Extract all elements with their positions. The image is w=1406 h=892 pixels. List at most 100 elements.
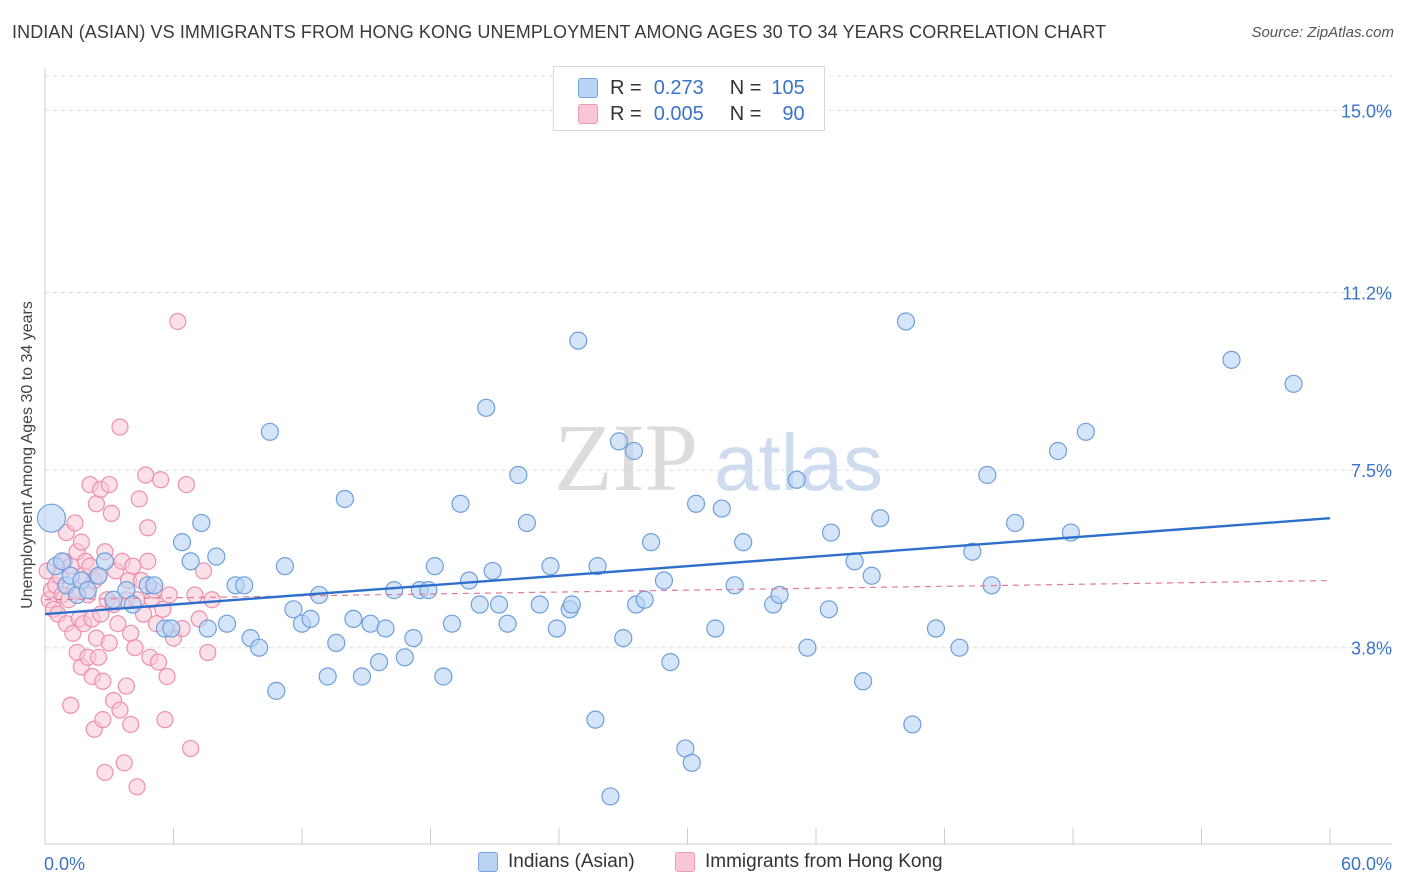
data-point-indians: [903, 715, 922, 734]
data-point-indians: [78, 581, 97, 600]
data-point-hongkong: [111, 418, 129, 436]
y-tick-label: 15.0%: [1341, 101, 1392, 121]
y-tick-label: 7.5%: [1351, 461, 1392, 481]
data-point-indians: [267, 681, 286, 700]
data-point-hongkong: [72, 533, 91, 551]
legend-row-indians: R = 0.273 N = 105: [578, 75, 805, 101]
bottom-legend-swatch-pink: [675, 852, 695, 872]
bottom-legend-swatch-blue: [478, 852, 498, 872]
data-point-indians: [275, 557, 294, 576]
legend-r-value: 0.005: [653, 102, 704, 125]
data-point-indians: [344, 609, 363, 629]
bottom-legend-indians: Indians (Asian): [478, 851, 635, 873]
data-point-indians: [541, 557, 560, 576]
legend-row-hongkong: R = 0.005 N = 90: [578, 101, 805, 127]
legend-n-value: 90: [782, 102, 805, 125]
bottom-legend-label: Indians (Asian): [508, 851, 635, 872]
data-point-hongkong: [182, 739, 200, 758]
data-point-indians: [260, 422, 279, 441]
data-point-indians: [442, 614, 462, 633]
data-point-hongkong: [158, 667, 176, 686]
watermark-atlas: atlas: [714, 418, 883, 507]
data-point-indians: [682, 753, 701, 772]
data-point-indians: [207, 547, 226, 566]
data-point-hongkong: [122, 715, 140, 734]
data-point-indians: [712, 499, 731, 518]
data-point-hongkong: [177, 475, 195, 494]
data-point-indians: [327, 633, 346, 652]
data-point-indians: [624, 441, 644, 461]
data-point-indians: [1076, 422, 1095, 441]
data-point-indians: [335, 489, 354, 509]
data-point-indians: [192, 513, 211, 533]
axis-layer: [44, 68, 1392, 845]
data-point-hongkong: [199, 643, 217, 662]
data-point-indians: [235, 576, 254, 595]
data-point-hongkong: [96, 763, 114, 782]
data-point-indians: [871, 509, 890, 528]
data-point-hongkong: [126, 639, 144, 657]
data-point-indians: [1222, 350, 1241, 369]
trend-lines: [44, 516, 1331, 616]
data-point-indians: [601, 787, 620, 806]
data-point-hongkong: [66, 514, 84, 532]
data-point-indians: [661, 652, 680, 672]
trendline-hongkong: [44, 579, 1331, 601]
tick-labels: 3.8% 7.5% 11.2% 15.0% 0.0% 60.0%: [44, 101, 1392, 874]
data-point-indians: [787, 470, 806, 489]
y-axis-label: Unemployment Among Ages 30 to 34 years: [19, 301, 36, 609]
trendline-indians: [44, 516, 1331, 616]
data-point-indians: [614, 629, 633, 648]
x-tick-label-min: 0.0%: [44, 854, 85, 874]
data-point-indians: [376, 619, 395, 638]
legend-swatch-blue: [578, 78, 598, 98]
data-point-hongkong: [62, 696, 80, 714]
source-label: Source: ZipAtlas.com: [1251, 24, 1394, 41]
data-point-indians: [950, 638, 969, 657]
series-hongkong-points: [38, 312, 221, 796]
legend-n-label: N =: [729, 102, 762, 125]
legend-r-value: 0.273: [653, 76, 704, 99]
data-point-indians: [145, 576, 164, 595]
data-point-hongkong: [111, 701, 129, 719]
y-tick-label: 11.2%: [1342, 284, 1392, 304]
data-point-indians: [845, 552, 864, 571]
data-point-hongkong: [122, 624, 140, 642]
data-point-hongkong: [139, 519, 157, 537]
data-point-indians: [588, 557, 607, 576]
data-point-indians: [562, 595, 581, 614]
data-point-hongkong: [115, 754, 133, 772]
data-point-indians: [250, 638, 269, 657]
data-point-indians: [641, 533, 661, 552]
legend-r-label: R =: [610, 76, 642, 99]
data-point-indians: [896, 312, 916, 331]
chart-title: INDIAN (ASIAN) VS IMMIGRANTS FROM HONG K…: [12, 22, 1107, 42]
data-point-indians: [517, 513, 536, 533]
data-point-hongkong: [89, 648, 108, 666]
y-tick-label: 3.8%: [1351, 639, 1392, 659]
data-point-indians: [498, 614, 517, 633]
data-point-hongkong: [124, 557, 142, 575]
data-point-indians: [1048, 441, 1068, 461]
data-point-hongkong: [128, 778, 146, 796]
data-point-indians: [569, 331, 588, 350]
data-point-hongkong: [94, 672, 112, 690]
data-point-indians: [770, 585, 789, 605]
data-point-indians: [352, 667, 372, 686]
legend-r-label: R =: [610, 102, 642, 125]
data-point-hongkong: [156, 711, 174, 729]
grid-layer: [45, 75, 1392, 649]
bottom-legend-label: Immigrants from Hong Kong: [705, 851, 943, 872]
data-point-indians: [1284, 374, 1303, 393]
data-point-indians: [821, 523, 841, 542]
series-indians-points: [36, 312, 1303, 806]
data-point-indians: [686, 494, 706, 513]
data-point-hongkong: [109, 615, 127, 633]
data-point-indians: [162, 619, 181, 638]
data-point-indians: [404, 629, 423, 648]
data-point-indians: [854, 672, 873, 691]
data-point-hongkong: [117, 677, 135, 695]
data-point-indians: [862, 566, 881, 585]
data-point-indians: [725, 576, 744, 595]
data-point-indians: [95, 552, 115, 571]
